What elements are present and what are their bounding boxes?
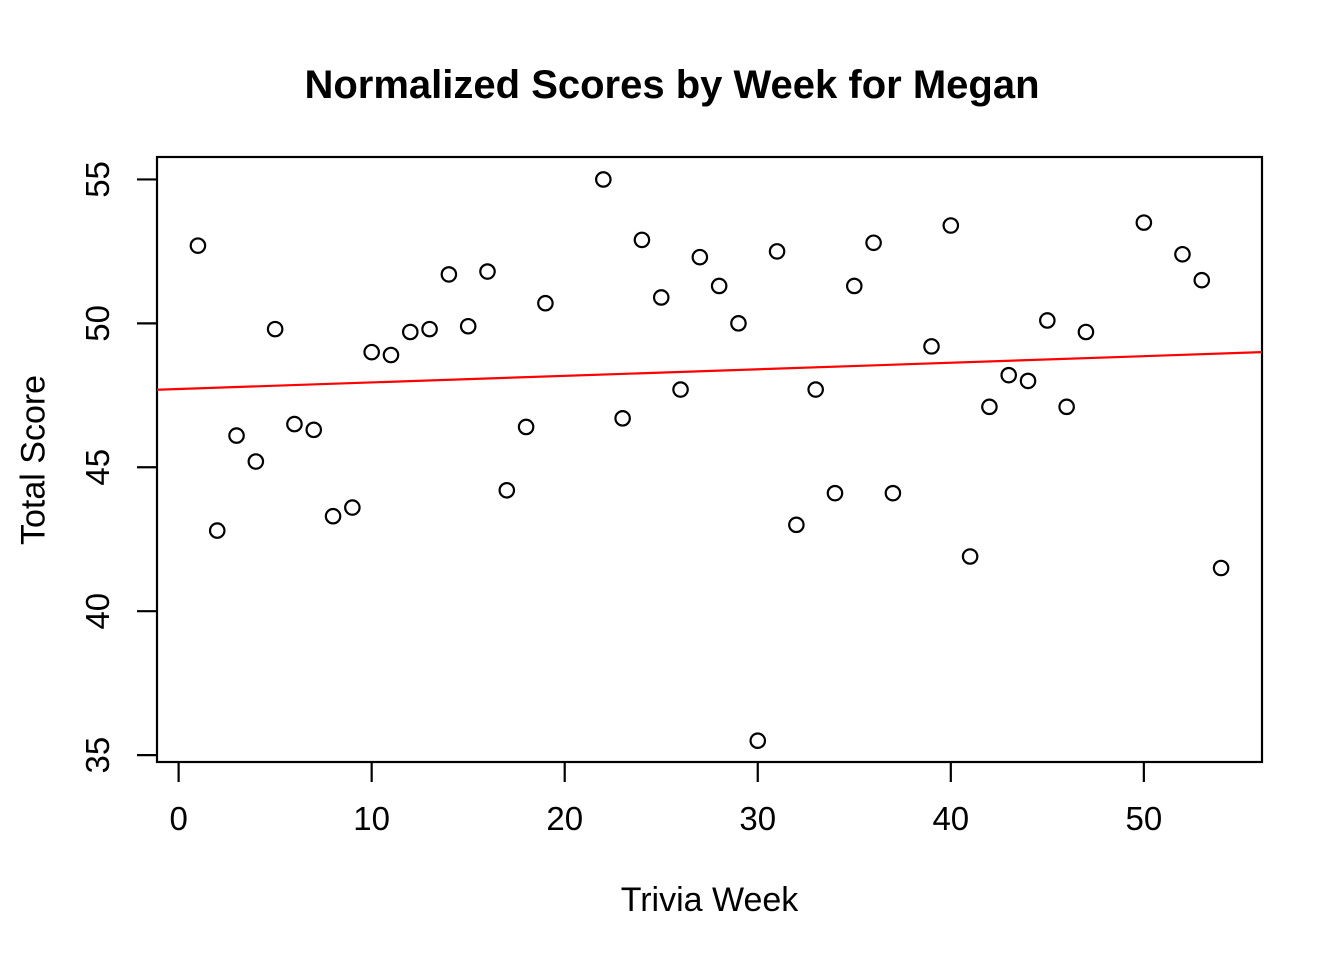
data-point [1077,323,1095,341]
y-axis-tick-label: 50 [79,305,116,342]
data-point [1058,398,1075,416]
x-axis-tick-label: 20 [546,800,583,837]
data-point [1193,271,1211,289]
y-axis-tick-label: 40 [79,593,116,630]
data-point [286,415,303,433]
data-point [1019,372,1037,390]
data-point [1212,559,1230,577]
data-point [1000,366,1018,384]
data-point [1039,312,1056,329]
data-point [826,484,844,502]
x-axis-tick-label: 50 [1125,800,1162,837]
y-axis-label: Total Score [14,374,53,545]
data-point [479,263,496,280]
data-point [865,234,882,252]
data-point [189,237,207,254]
y-axis-tick-label: 55 [79,161,116,198]
data-point [730,315,747,332]
data-point [923,338,940,355]
data-point [208,522,226,539]
data-point [382,346,400,364]
x-axis-tick-label: 10 [353,800,390,837]
data-point [344,499,361,516]
data-point [324,507,342,525]
data-point [672,381,689,398]
data-point [498,481,516,499]
data-point [788,516,805,534]
data-point [961,548,979,565]
data-point [942,217,960,234]
data-point [807,381,824,398]
plot-box [155,155,1264,764]
data-point [266,320,284,338]
data-point [401,323,419,341]
data-point [228,427,245,444]
data-point [749,732,767,750]
data-point [652,289,670,306]
data-point [614,410,631,427]
data-point [440,266,458,283]
data-point [421,320,438,338]
x-axis-label: Trivia Week [620,881,799,919]
data-point [537,294,554,312]
data-point [459,317,477,335]
data-point [633,231,651,249]
data-point [305,421,323,439]
y-axis-tick-label: 35 [79,737,116,774]
trend-line [156,351,1263,391]
data-point [884,484,902,502]
data-point [710,277,728,295]
data-point [1174,245,1191,263]
y-axis-tick-label: 45 [79,449,116,486]
data-point [845,277,863,295]
data-point [595,171,612,188]
x-axis-tick-label: 0 [169,800,187,837]
data-point [363,343,380,361]
data-point [1135,214,1153,231]
chart-title: Normalized Scores by Week for Megan [304,63,1040,107]
data-point [768,243,786,260]
x-axis-tick-label: 30 [739,800,776,837]
data-point [691,248,709,266]
x-axis-tick-label: 40 [932,800,969,837]
data-point [981,398,998,416]
data-point [517,418,535,436]
data-point [247,453,265,470]
